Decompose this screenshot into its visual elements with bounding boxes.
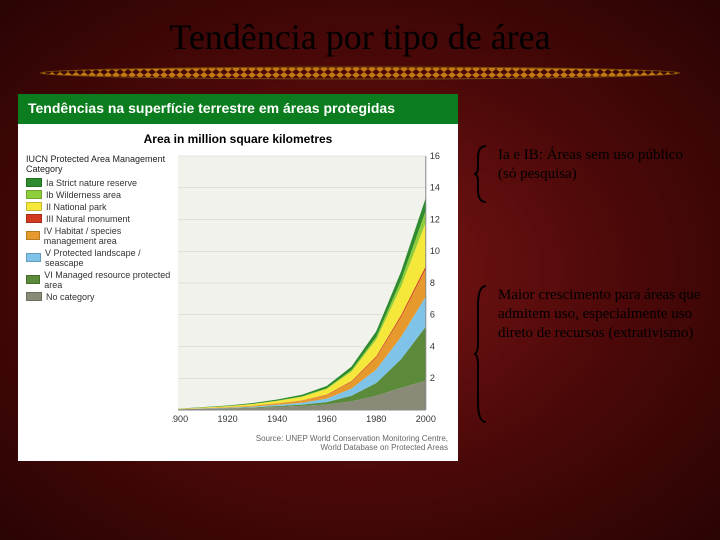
svg-text:14: 14 bbox=[430, 182, 440, 192]
annotation-bottom: Maior crescimento para áreas que admitem… bbox=[472, 284, 702, 424]
legend-label: No category bbox=[46, 292, 95, 302]
chart-title: Area in million square kilometres bbox=[22, 128, 454, 150]
legend-item: III Natural monument bbox=[26, 214, 172, 224]
legend-label: Ia Strict nature reserve bbox=[46, 178, 137, 188]
svg-text:10: 10 bbox=[430, 246, 440, 256]
legend-label: V Protected landscape / seascape bbox=[45, 248, 172, 268]
svg-text:16: 16 bbox=[430, 151, 440, 161]
legend-swatch bbox=[26, 292, 42, 301]
legend-swatch bbox=[26, 253, 41, 262]
legend-item: II National park bbox=[26, 202, 172, 212]
legend-swatch bbox=[26, 202, 42, 211]
legend-item: IV Habitat / species management area bbox=[26, 226, 172, 246]
source-line-1: Source: UNEP World Conservation Monitori… bbox=[256, 434, 448, 443]
svg-text:8: 8 bbox=[430, 278, 435, 288]
title-divider bbox=[40, 66, 680, 80]
annotation-top-text: Ia e IB: Áreas sem uso público (só pesqu… bbox=[498, 144, 702, 204]
svg-text:1960: 1960 bbox=[317, 414, 337, 424]
legend-label: IV Habitat / species management area bbox=[44, 226, 172, 246]
svg-text:2000: 2000 bbox=[416, 414, 436, 424]
svg-text:1900: 1900 bbox=[172, 414, 188, 424]
svg-text:2: 2 bbox=[430, 373, 435, 383]
legend-swatch bbox=[26, 214, 42, 223]
legend-item: Ia Strict nature reserve bbox=[26, 178, 172, 188]
legend-item: Ib Wilderness area bbox=[26, 190, 172, 200]
chart-plot-area: 2 4 6 8 10 12 14 16 1900 1920 1940 1960 1980 2000 bbox=[172, 150, 454, 430]
annotation-top: Ia e IB: Áreas sem uso público (só pesqu… bbox=[472, 144, 702, 204]
legend-label: III Natural monument bbox=[46, 214, 130, 224]
legend-label: Ib Wilderness area bbox=[46, 190, 121, 200]
svg-text:1920: 1920 bbox=[218, 414, 238, 424]
legend-label: VI Managed resource protected area bbox=[44, 270, 172, 290]
source-line-2: World Database on Protected Areas bbox=[321, 443, 448, 452]
svg-text:1980: 1980 bbox=[366, 414, 386, 424]
svg-text:6: 6 bbox=[430, 309, 435, 319]
annotation-bottom-text: Maior crescimento para áreas que admitem… bbox=[498, 284, 702, 424]
chart-container: Area in million square kilometres IUCN P… bbox=[18, 124, 458, 461]
brace-top bbox=[472, 144, 490, 204]
chart-legend: IUCN Protected Area Management Category … bbox=[22, 150, 172, 430]
legend-swatch bbox=[26, 231, 40, 240]
slide-title: Tendência por tipo de área bbox=[0, 0, 720, 66]
legend-header: IUCN Protected Area Management Category bbox=[26, 154, 172, 174]
legend-label: II National park bbox=[46, 202, 107, 212]
legend-swatch bbox=[26, 275, 40, 284]
legend-item: V Protected landscape / seascape bbox=[26, 248, 172, 268]
legend-swatch bbox=[26, 178, 42, 187]
chart-source: Source: UNEP World Conservation Monitori… bbox=[22, 430, 454, 453]
svg-text:4: 4 bbox=[430, 341, 435, 351]
legend-item: VI Managed resource protected area bbox=[26, 270, 172, 290]
brace-bottom bbox=[472, 284, 490, 424]
legend-swatch bbox=[26, 190, 42, 199]
legend-item: No category bbox=[26, 292, 172, 302]
svg-text:1940: 1940 bbox=[267, 414, 287, 424]
svg-text:12: 12 bbox=[430, 214, 440, 224]
chart-subtitle: Tendências na superfície terrestre em ár… bbox=[18, 94, 458, 124]
